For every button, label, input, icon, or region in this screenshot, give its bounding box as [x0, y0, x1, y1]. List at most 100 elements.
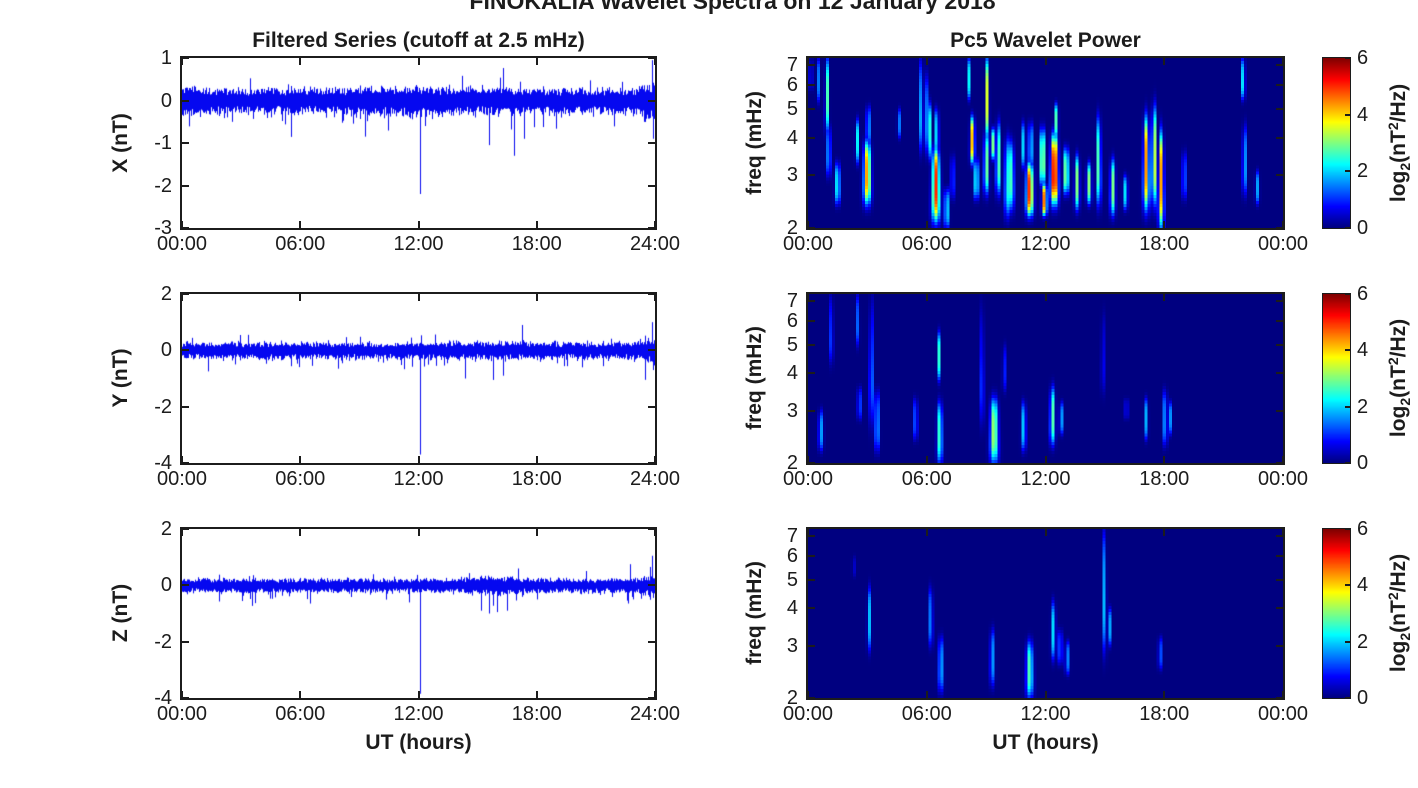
tick-mark — [926, 529, 928, 536]
tick-mark — [648, 462, 655, 464]
tick-mark — [181, 221, 183, 228]
tick-mark — [1282, 529, 1284, 536]
filtered-y-canvas — [182, 294, 655, 463]
tick-mark — [1163, 58, 1165, 65]
tick-mark — [182, 184, 189, 187]
tick-mark — [1045, 691, 1047, 698]
tick-mark — [182, 57, 189, 59]
tick-mark — [299, 691, 301, 698]
y-tick-label: 7 — [786, 54, 798, 77]
tick-mark — [1345, 405, 1350, 408]
tick-mark — [1276, 136, 1283, 139]
y-tick-label: 5 — [786, 333, 798, 356]
y-tick-label: 4 — [786, 597, 798, 620]
tick-mark — [807, 221, 809, 228]
tick-mark — [1163, 294, 1165, 301]
y-tick-label: 2 — [786, 452, 798, 474]
tick-mark — [808, 578, 815, 581]
tick-mark — [648, 57, 655, 59]
colorbar-label-z: log2(nT2/Hz) — [1385, 553, 1413, 673]
colorbar-tick-label: 4 — [1357, 103, 1369, 126]
wavelet-z-canvas — [808, 529, 1283, 698]
tick-mark — [1163, 221, 1165, 228]
colorbar-z — [1322, 528, 1351, 699]
tick-mark — [654, 294, 656, 301]
tick-mark — [648, 227, 655, 229]
tick-mark — [648, 405, 655, 408]
y-tick-label: 2 — [786, 687, 798, 709]
tick-mark — [648, 99, 655, 102]
tick-mark — [648, 349, 655, 352]
tick-mark — [807, 456, 809, 463]
y-tick-label: 2 — [160, 518, 172, 540]
tick-mark — [1282, 691, 1284, 698]
x-tick-label: 18:00 — [1139, 703, 1190, 725]
y-tick-label: -3 — [154, 217, 172, 239]
x-tick-label: 12:00 — [1020, 233, 1071, 255]
y-tick-label: 4 — [786, 362, 798, 385]
x-tick-label: 00:00 — [156, 703, 208, 725]
tick-mark — [808, 227, 815, 229]
colorbar-x — [1322, 57, 1351, 229]
x-tick-label: 00:00 — [156, 468, 208, 490]
x-tick-label: 06:00 — [901, 703, 952, 725]
tick-mark — [418, 691, 420, 698]
x-tick-label: 00:00 — [782, 468, 834, 490]
x-tick-label: 24:00 — [629, 468, 681, 490]
tick-mark — [1345, 170, 1350, 173]
colorbar-tick-label: 2 — [1357, 160, 1369, 183]
y-tick-label: -2 — [154, 174, 172, 197]
x-tick-label: 12:00 — [1020, 468, 1071, 490]
tick-mark — [1276, 578, 1283, 581]
tick-mark — [181, 529, 183, 536]
panel-wavelet-x — [806, 56, 1285, 230]
tick-mark — [1276, 697, 1283, 699]
colorbar-label-x: log2(nT2/Hz) — [1385, 83, 1413, 203]
wavelet-x-canvas — [808, 58, 1283, 228]
x-tick-label: 06:00 — [275, 703, 326, 725]
tick-mark — [182, 227, 189, 229]
tick-mark — [1276, 535, 1283, 538]
tick-mark — [1163, 691, 1165, 698]
figure-title: FINOKALIA Wavelet Spectra on 12 January … — [469, 0, 996, 14]
y-tick-label: 5 — [786, 97, 798, 120]
tick-mark — [299, 294, 301, 301]
tick-mark — [926, 221, 928, 228]
y-tick-label: 3 — [786, 634, 798, 657]
tick-mark — [926, 58, 928, 65]
panel-wavelet-z — [806, 527, 1285, 700]
tick-mark — [808, 320, 815, 323]
tick-mark — [1276, 555, 1283, 558]
colorbar-y-gradient — [1323, 294, 1350, 463]
colorbar-tick-label: 2 — [1357, 630, 1369, 653]
tick-mark — [808, 174, 815, 177]
tick-mark — [654, 529, 656, 536]
y-tick-label: 4 — [786, 126, 798, 149]
tick-mark — [1282, 294, 1284, 301]
y-tick-label: 2 — [786, 217, 798, 239]
tick-mark — [926, 456, 928, 463]
y-tick-label: 6 — [786, 545, 798, 568]
tick-mark — [648, 584, 655, 587]
tick-mark — [299, 456, 301, 463]
tick-mark — [1276, 372, 1283, 375]
panel-filtered-z — [180, 527, 657, 700]
tick-mark — [1276, 607, 1283, 610]
tick-mark — [654, 221, 656, 228]
tick-mark — [648, 640, 655, 643]
tick-mark — [808, 697, 815, 699]
x-tick-label: 18:00 — [1139, 233, 1190, 255]
tick-mark — [182, 584, 189, 587]
tick-mark — [182, 99, 189, 102]
x-tick-label: 06:00 — [901, 233, 952, 255]
x-tick-label: 00:00 — [782, 703, 834, 725]
filtered-x-canvas — [182, 58, 655, 228]
y-tick-label: -2 — [154, 630, 172, 653]
tick-mark — [182, 462, 189, 464]
tick-mark — [182, 405, 189, 408]
x-tick-label: 06:00 — [275, 468, 326, 490]
x-tick-label: 00:00 — [1257, 233, 1309, 255]
tick-mark — [536, 456, 538, 463]
tick-mark — [654, 58, 656, 65]
tick-mark — [182, 640, 189, 643]
